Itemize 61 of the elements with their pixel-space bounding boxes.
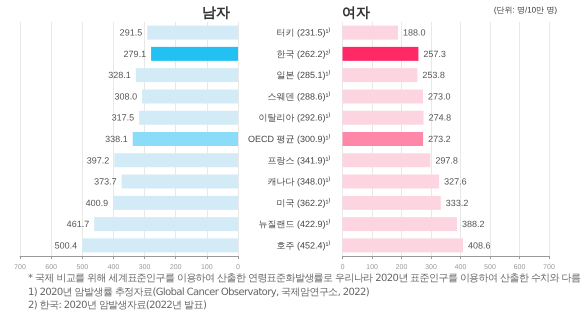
bar <box>342 196 441 210</box>
y-tick-label: OECD 평균 (300.9)¹⁾ <box>248 133 331 144</box>
data-label: 388.2 <box>462 219 485 230</box>
data-label: 373.7 <box>94 176 117 187</box>
text: (단위: 명/10만 명) <box>494 6 558 14</box>
bar <box>342 217 458 232</box>
bar <box>113 196 238 210</box>
y-tick-label: 일본 (285.1)¹⁾ <box>276 69 331 80</box>
bar <box>94 217 238 232</box>
bar <box>342 110 424 125</box>
data-label: 257.3 <box>423 48 446 59</box>
y-tick-label: 한국 (262.2)²⁾ <box>276 48 331 59</box>
data-label: 279.1 <box>124 48 146 59</box>
data-label: 273.2 <box>428 134 451 144</box>
bar <box>147 26 238 40</box>
text: 1) 2020년 암발생률 추정자료(Global Cancer Observatory, 국제암연구소, 2022) <box>28 286 370 299</box>
data-label: 317.5 <box>112 112 134 123</box>
data-label: 253.8 <box>422 70 445 80</box>
chart-title: 여자 <box>342 4 370 20</box>
data-label: 397.2 <box>86 155 110 166</box>
y-tick-label: 스웨덴 (288.6)¹⁾ <box>268 90 331 102</box>
bar <box>82 238 238 252</box>
bar <box>142 89 238 104</box>
data-label: 327.6 <box>444 176 467 187</box>
data-label: 461.7 <box>66 219 90 230</box>
data-label: 400.9 <box>86 198 108 208</box>
data-label: 500.4 <box>54 240 78 250</box>
data-label: 308.0 <box>114 91 138 102</box>
bar <box>342 89 424 104</box>
y-tick-label: 프랑스 (341.9)¹⁾ <box>268 154 331 166</box>
bar <box>342 46 418 61</box>
bar <box>342 26 398 40</box>
bar <box>114 153 238 168</box>
bar <box>342 132 424 146</box>
data-label: 338.1 <box>105 134 128 144</box>
bar <box>132 132 238 146</box>
chart-title: 남자 <box>202 4 230 20</box>
bar <box>122 174 238 189</box>
y-tick-label: 터키 (231.5)¹⁾ <box>276 26 331 38</box>
y-tick-label: 미국 (362.2)¹⁾ <box>276 196 331 208</box>
bar <box>342 174 440 189</box>
data-label: 274.8 <box>428 112 452 123</box>
y-tick-label: 호주 (452.4)¹⁾ <box>276 239 331 250</box>
data-label: 297.8 <box>435 155 458 166</box>
y-tick-label: 이탈리아 (292.6)¹⁾ <box>258 112 331 123</box>
data-label: 408.6 <box>468 240 491 250</box>
bar <box>139 110 238 125</box>
data-label: 291.5 <box>120 28 142 38</box>
data-label: 273.0 <box>428 91 451 102</box>
bar <box>136 68 238 82</box>
bar <box>151 46 238 61</box>
bar <box>342 68 418 82</box>
bar <box>342 153 430 168</box>
data-label: 328.1 <box>108 70 131 80</box>
bar <box>342 238 464 252</box>
text: * 국제 비교를 위해 세계표준인구를 이용하여 산출한 연령표준화발생률로 우리나라 2020년 표준인구를 이용하여 산출한 수치와 다름 <box>28 272 582 286</box>
data-label: 188.0 <box>402 28 426 38</box>
text: 2) 한국: 2020년 암발생자료(2022년 발표) <box>28 299 208 312</box>
data-label: 333.2 <box>446 198 468 208</box>
y-tick-label: 뉴질랜드 (422.9)¹⁾ <box>258 218 331 230</box>
y-tick-label: 캐나다 (348.0)¹⁾ <box>268 176 331 187</box>
